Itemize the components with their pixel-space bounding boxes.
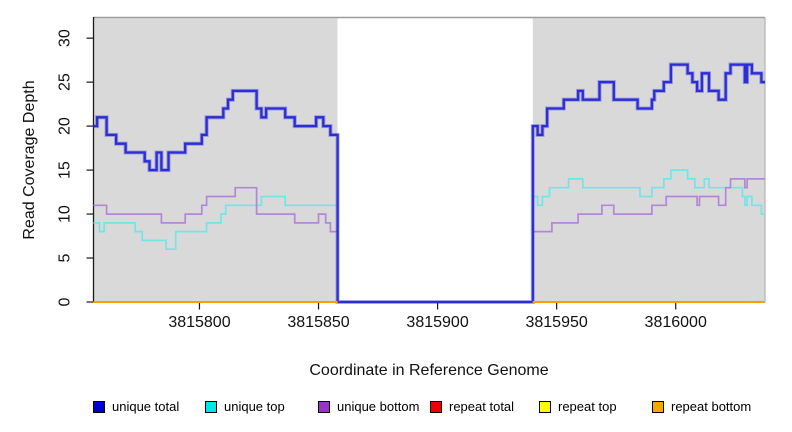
y-tick-label: 20 — [57, 117, 74, 135]
y-tick-label: 15 — [57, 161, 74, 179]
y-tick-label: 5 — [57, 253, 74, 262]
x-tick-label: 3815800 — [168, 314, 230, 331]
y-tick-label: 0 — [57, 297, 74, 306]
x-tick-label: 3816000 — [645, 314, 707, 331]
y-tick-label: 30 — [57, 29, 74, 47]
panel-region-covered-right — [532, 18, 765, 302]
x-tick-label: 3815850 — [287, 314, 349, 331]
series-unique-bottom-line — [93, 178, 765, 303]
panel-region-covered-left — [93, 18, 338, 302]
y-axis-title: Read Coverage Depth — [21, 80, 38, 240]
series-unique-total-line — [93, 63, 765, 304]
x-tick-label: 3815900 — [406, 314, 468, 331]
panel-region-uncovered-gap — [337, 18, 533, 302]
x-axis-title: Coordinate in Reference Genome — [309, 362, 549, 379]
y-tick-label: 10 — [57, 205, 74, 223]
x-tick-label: 3815950 — [525, 314, 587, 331]
y-tick-label: 25 — [57, 73, 74, 91]
